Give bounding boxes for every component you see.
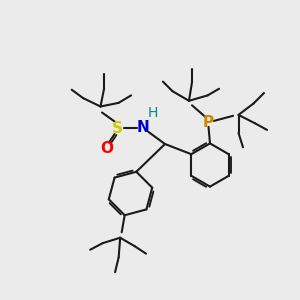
Text: H: H: [148, 106, 158, 120]
Text: S: S: [112, 121, 122, 136]
Text: P: P: [203, 115, 214, 130]
Text: O: O: [100, 141, 113, 156]
Text: N: N: [137, 120, 150, 135]
